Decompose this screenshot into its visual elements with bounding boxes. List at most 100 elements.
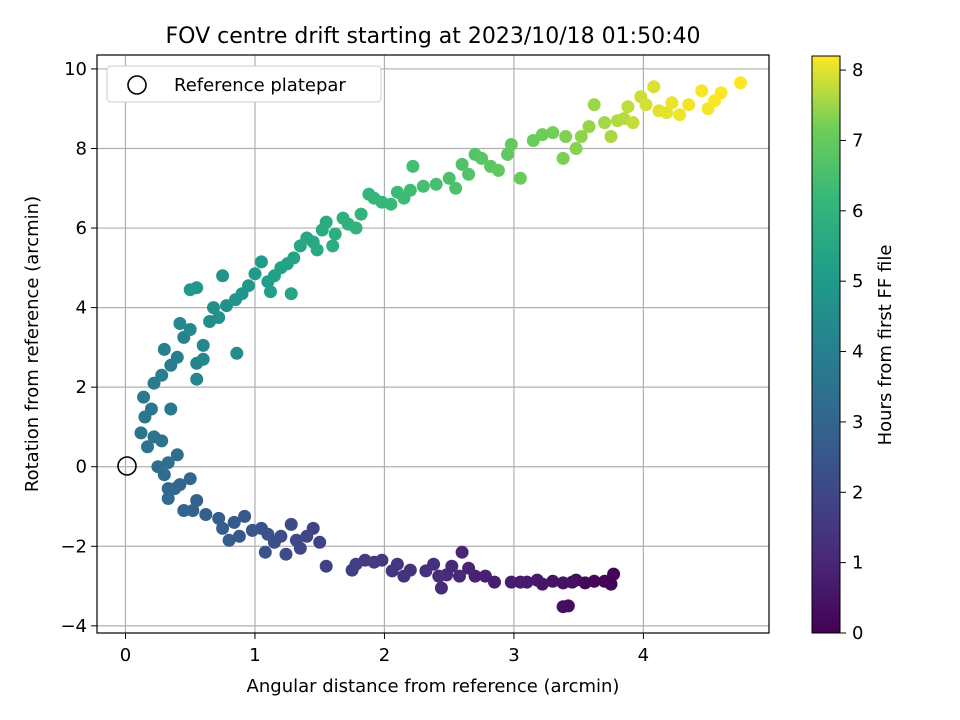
data-point	[501, 147, 514, 161]
data-point	[665, 96, 679, 110]
data-point	[147, 430, 161, 444]
colorbar-tick-label: 2	[852, 482, 863, 503]
data-point	[190, 372, 204, 386]
data-point	[242, 279, 255, 293]
data-point	[556, 576, 570, 590]
data-point	[300, 529, 314, 543]
y-axis-label: Rotation from reference (arcmin)	[22, 196, 43, 492]
data-point	[287, 251, 301, 265]
colorbar-tick-label: 5	[852, 271, 863, 292]
data-point	[345, 563, 359, 577]
reference-marker	[117, 456, 137, 476]
data-point	[173, 317, 187, 330]
y-tick-label: 2	[76, 377, 87, 398]
x-tick-label: 3	[508, 645, 519, 666]
chart-title: FOV centre drift starting at 2023/10/18 …	[166, 24, 701, 49]
data-point	[313, 535, 327, 549]
data-point	[230, 346, 244, 360]
x-tick-label: 4	[638, 645, 649, 666]
data-point	[161, 492, 175, 505]
x-axis-ticks: 0 1 2 3 4	[120, 633, 649, 666]
data-point	[183, 472, 197, 486]
data-point	[455, 545, 469, 559]
data-point	[284, 517, 298, 531]
data-point	[574, 130, 588, 143]
data-point	[319, 215, 333, 229]
data-point	[442, 171, 456, 185]
data-point	[196, 352, 210, 366]
data-point	[598, 116, 612, 130]
legend: Reference platepar	[106, 65, 382, 103]
data-point	[478, 569, 492, 583]
data-point	[714, 86, 728, 100]
data-point	[546, 574, 560, 588]
data-point	[587, 98, 601, 112]
data-point	[216, 521, 230, 535]
data-point	[161, 456, 175, 470]
data-point	[254, 255, 268, 269]
data-point	[403, 183, 417, 197]
data-point	[682, 98, 696, 112]
y-axis-ticks: −4 −2 0 2 4 6 8 10	[60, 59, 97, 637]
data-point	[504, 575, 518, 589]
data-point	[279, 547, 293, 561]
colorbar-ticks: 0 1 2 3 4 5 6 7 8	[840, 60, 863, 644]
colorbar-tick-label: 0	[852, 623, 863, 644]
x-tick-label: 2	[379, 645, 390, 666]
data-point	[222, 533, 236, 547]
data-points	[134, 76, 747, 614]
data-point	[319, 559, 333, 573]
y-tick-label: 8	[76, 138, 87, 159]
data-point	[207, 301, 220, 315]
legend-entry-reference: Reference platepar	[174, 75, 346, 96]
colorbar-label: Hours from first FF file	[875, 245, 896, 446]
data-point	[647, 80, 661, 94]
data-point	[559, 130, 573, 143]
data-point	[384, 197, 398, 211]
data-point	[328, 227, 342, 241]
data-point	[186, 504, 200, 517]
y-tick-label: 10	[64, 59, 87, 80]
data-point	[157, 342, 171, 356]
data-point	[455, 157, 469, 171]
data-point	[199, 508, 213, 521]
data-point	[190, 494, 204, 507]
data-point	[462, 561, 476, 575]
data-point	[673, 108, 687, 122]
data-point	[449, 181, 463, 195]
colorbar: 0 1 2 3 4 5 6 7 8 Hours from first FF file	[811, 55, 896, 644]
colorbar-tick-label: 1	[852, 553, 863, 574]
data-point	[183, 283, 197, 297]
data-point	[639, 98, 653, 112]
data-point	[385, 564, 399, 578]
legend-marker-icon	[127, 75, 147, 95]
x-axis-label: Angular distance from reference (arcmin)	[247, 676, 620, 697]
data-point	[569, 142, 583, 155]
data-point	[453, 569, 466, 583]
data-point	[177, 504, 191, 517]
data-point	[264, 285, 277, 299]
data-point	[161, 482, 175, 496]
colorbar-tick-label: 3	[852, 412, 863, 433]
data-point	[626, 116, 640, 130]
data-point	[535, 128, 549, 142]
data-point	[151, 460, 165, 474]
data-point	[491, 163, 505, 177]
colorbar-tick-label: 7	[852, 130, 863, 151]
data-point	[238, 509, 252, 523]
data-point	[556, 151, 570, 165]
y-tick-label: 0	[76, 457, 87, 478]
data-point	[144, 402, 158, 416]
y-tick-label: 4	[76, 298, 87, 319]
data-point	[170, 350, 184, 364]
data-point	[216, 269, 230, 283]
data-point	[475, 151, 489, 165]
data-point	[660, 106, 674, 120]
data-point	[432, 569, 446, 583]
colorbar-tick-label: 6	[852, 201, 863, 222]
data-point	[134, 426, 148, 440]
data-point	[513, 171, 527, 185]
data-point	[582, 120, 596, 134]
